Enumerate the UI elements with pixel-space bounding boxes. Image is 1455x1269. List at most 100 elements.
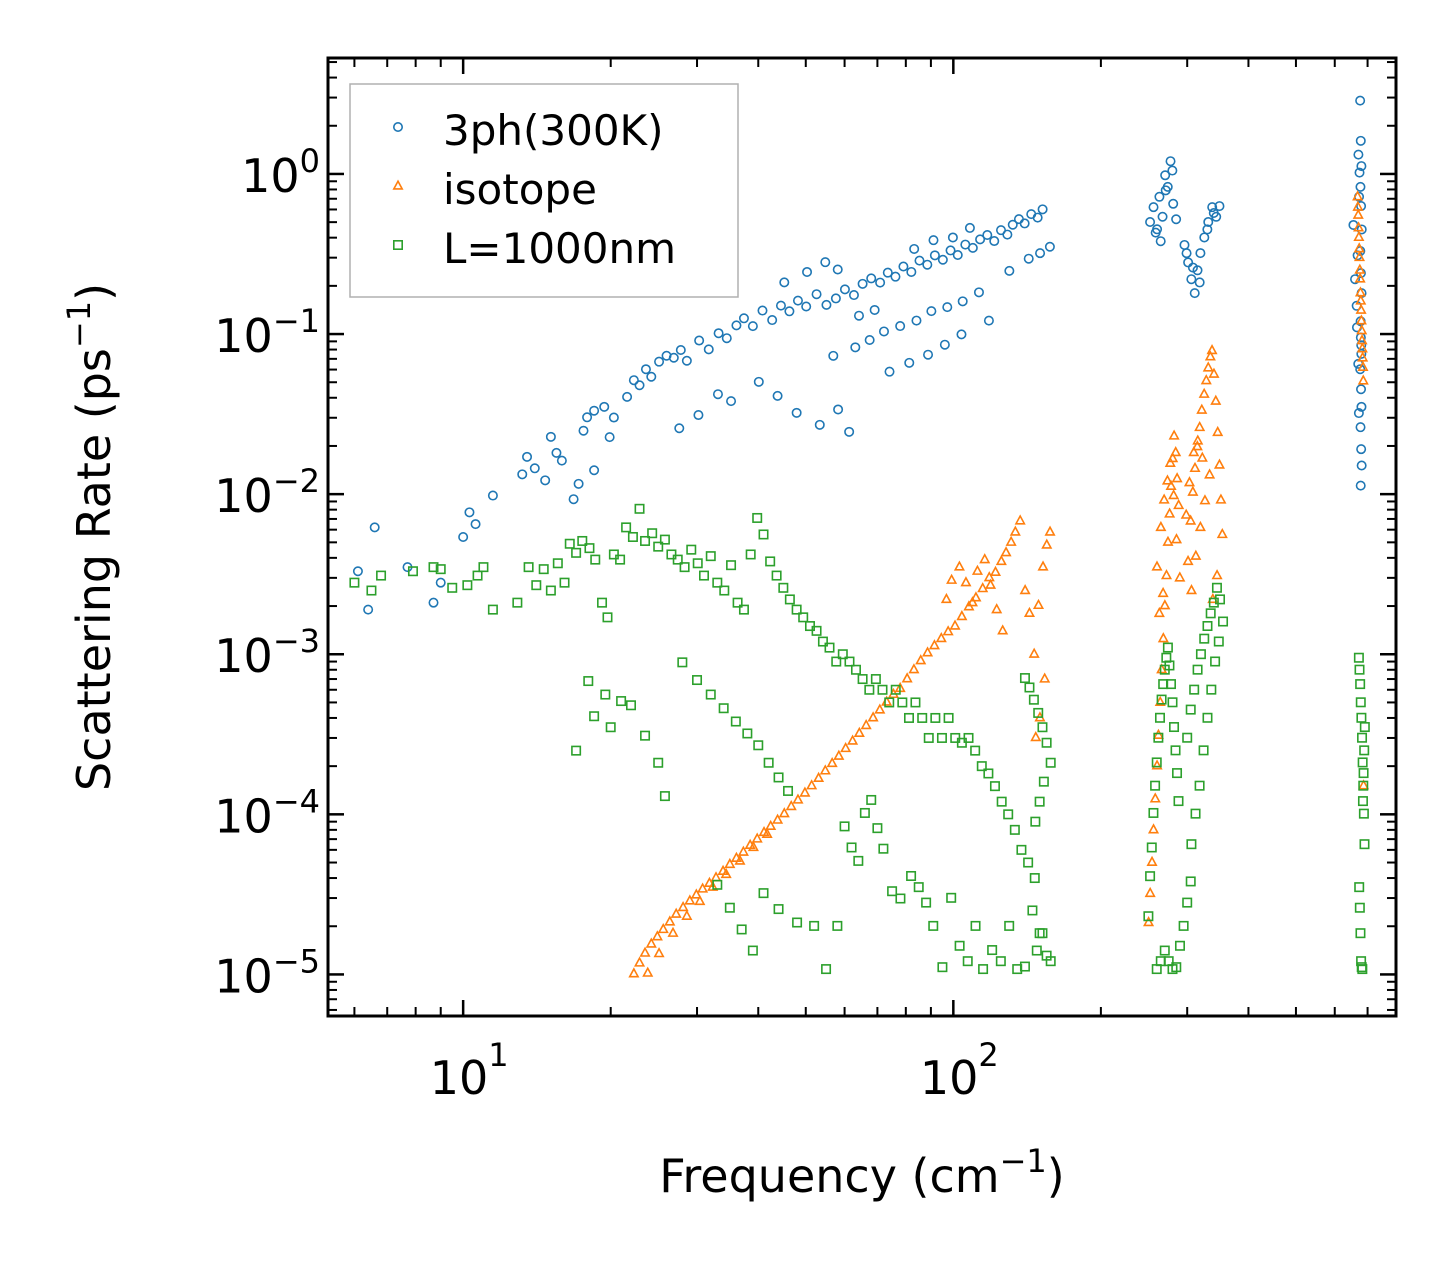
isotope-point [1353,230,1365,242]
boundary-point [1016,844,1027,855]
isotope-point [639,946,651,957]
3ph-point [1356,401,1367,412]
boundary-point [584,543,595,554]
isotope-point [813,771,825,783]
3ph-point [1356,161,1367,172]
isotope-point [1199,494,1211,505]
3ph-point [779,277,790,288]
boundary-point [712,577,723,588]
boundary-point [903,712,914,723]
boundary-point [857,674,868,685]
3ph-point [369,522,380,533]
isotope-point [1039,672,1051,683]
isotope-point [1173,498,1185,510]
isotope-point [1030,731,1042,742]
boundary-point [589,711,600,722]
3ph-point [1186,274,1197,285]
boundary-point [686,544,697,555]
isotope-point [1151,759,1163,770]
isotope-point [785,799,797,811]
isotope-point [833,749,845,760]
3ph-point [1353,149,1364,160]
boundary-point [832,920,843,931]
boundary-point [545,585,556,596]
3ph-point [517,469,528,480]
isotope-point [1196,403,1208,414]
boundary-points [349,503,1370,975]
boundary-point [1199,633,1210,644]
3ph-point [1037,204,1048,215]
3ph-point [967,242,978,253]
boundary-point [1148,807,1159,818]
isotope-point [1157,586,1169,598]
boundary-point [839,821,850,832]
isotope-point [651,930,663,941]
3ph-point [929,250,940,261]
3ph-point [1171,214,1182,225]
boundary-point [783,785,794,796]
3ph-point [964,222,975,233]
isotope-point [1357,374,1369,385]
3ph-point [1194,277,1205,288]
3ph-point [802,266,813,277]
isotope-point [1144,886,1156,898]
3ph-point [947,232,958,243]
3ph-point [1019,218,1030,229]
isotope-point [1191,440,1203,451]
boundary-point [1189,684,1200,695]
isotope-point [860,718,872,730]
boundary-point [1003,809,1014,820]
boundary-point [765,556,776,567]
3ph-point [1044,241,1055,252]
isotope-point [747,840,759,852]
3ph-point [906,266,917,277]
isotope-point [1357,360,1369,372]
isotope-point [645,937,657,948]
3ph-point [1007,219,1018,230]
isotope-point [724,857,736,869]
isotope-point [1023,606,1036,618]
3ph-point [975,234,986,245]
3ph-point [1167,165,1178,176]
boundary-point [989,781,1000,792]
3ph-point [1168,198,1179,209]
3ph-point [1355,181,1366,192]
boundary-point [523,562,534,573]
y-tick-label: 10−5 [214,942,320,1003]
3ph-point [1187,262,1198,273]
boundary-point [745,549,756,560]
boundary-point [590,554,601,565]
boundary-point [923,732,934,743]
isotope-point [761,827,773,838]
boundary-point [837,649,848,660]
3ph-point [1356,348,1367,359]
boundary-point [995,956,1006,967]
isotope-point [1356,342,1368,353]
boundary-point [487,604,498,615]
3ph-point [604,432,615,443]
boundary-point [1173,796,1184,807]
boundary-point [672,554,683,565]
boundary-point [792,917,803,928]
x-tick-labels: 101 102 [430,1036,999,1105]
boundary-point [1156,694,1167,705]
boundary-point [771,570,782,581]
boundary-point [666,549,677,560]
isotope-point [1159,599,1171,610]
y-tick-label: 10−4 [214,782,320,843]
boundary-point [752,512,763,523]
isotope-point [935,632,947,643]
y-tick-label: 100 [241,142,320,203]
3ph-point [1189,288,1200,299]
boundary-point [791,604,802,615]
isotope-point [1170,533,1183,544]
plot-points [349,95,1370,978]
boundary-point [996,796,1007,807]
isotope-point [1041,538,1053,549]
boundary-point [1030,816,1041,827]
3ph-point [869,304,880,315]
boundary-point [758,888,769,899]
boundary-point [1037,722,1048,733]
boundary-point [846,842,857,853]
boundary-point [773,904,784,915]
